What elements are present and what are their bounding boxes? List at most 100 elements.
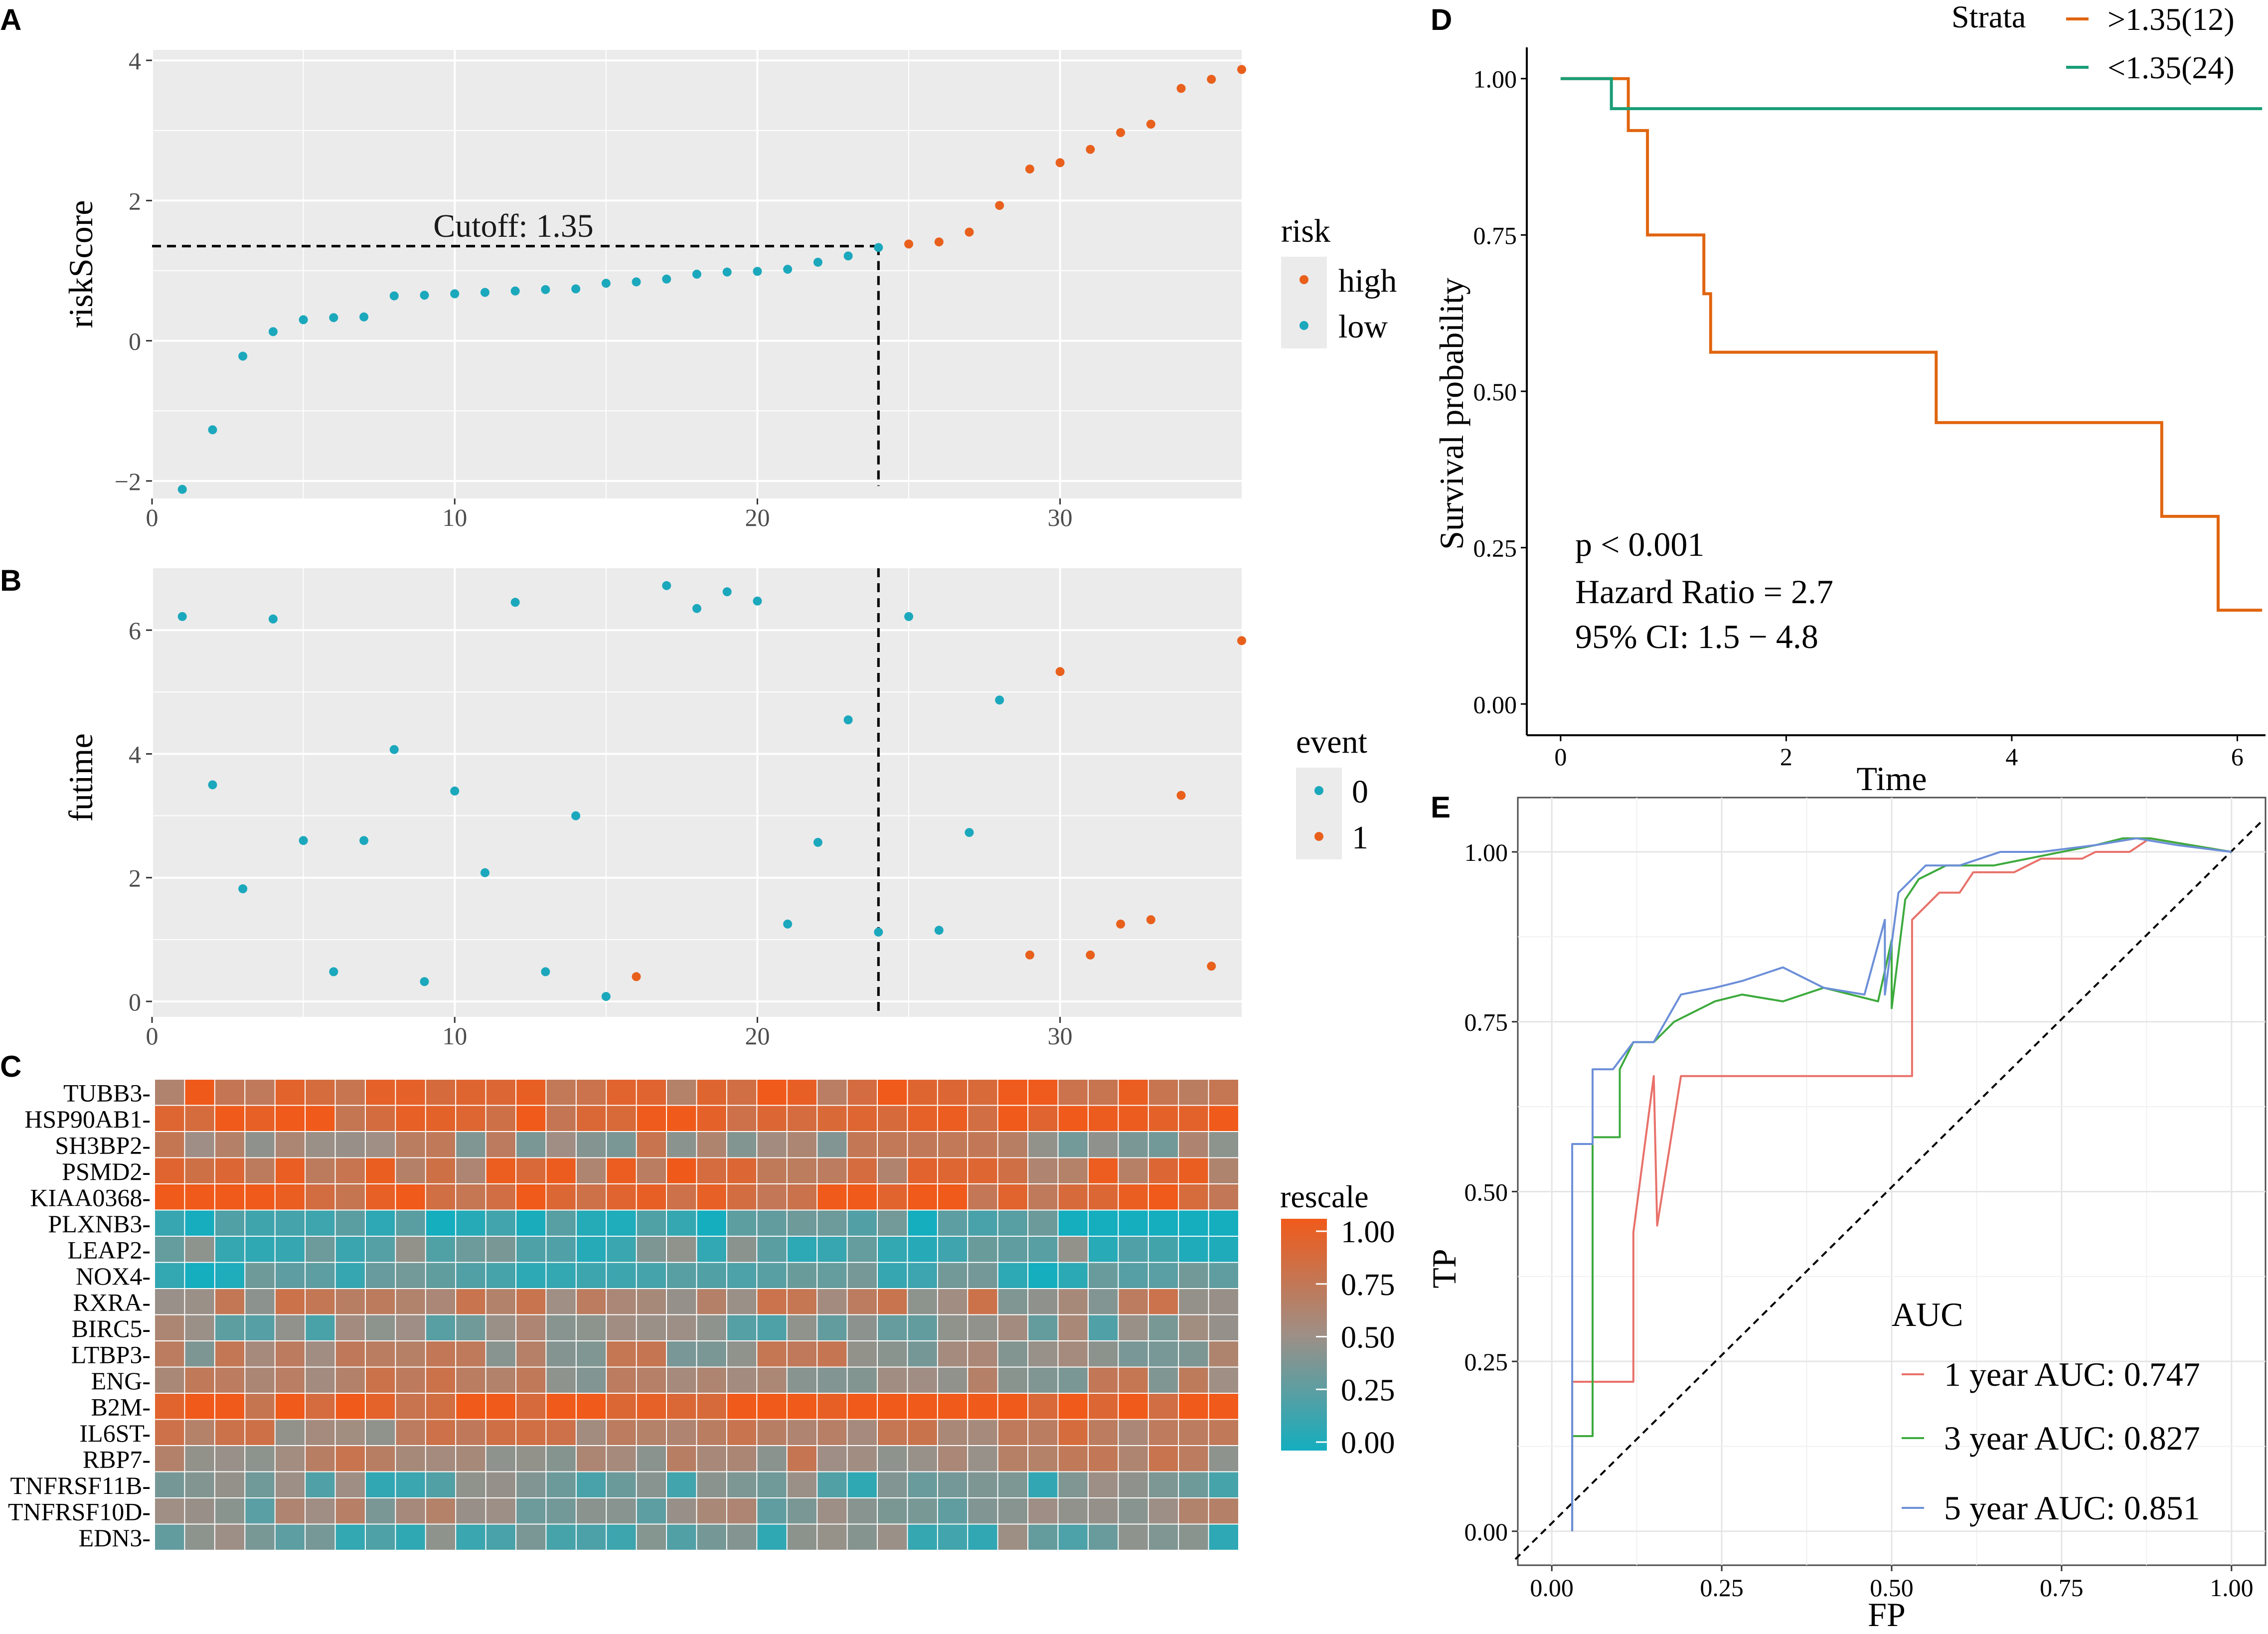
heatmap-cell: [757, 1498, 787, 1524]
heatmap-cell: [847, 1184, 877, 1210]
heatmap-cell: [516, 1420, 546, 1445]
heatmap-cell: [968, 1498, 997, 1524]
heatmap-cell: [576, 1341, 606, 1367]
event-legend-label-1: 1: [1352, 819, 1368, 856]
b-point-30: [1055, 667, 1065, 676]
heatmap-cell: [516, 1263, 546, 1288]
heatmap-cell: [757, 1132, 787, 1157]
heatmap-cell: [396, 1315, 425, 1340]
heatmap-cell: [1148, 1446, 1178, 1471]
heatmap-cell: [546, 1210, 576, 1236]
heatmap-cell: [215, 1210, 245, 1236]
a-point-29: [1025, 164, 1034, 174]
heatmap-cell: [396, 1106, 425, 1131]
heatmap-cell: [667, 1289, 696, 1314]
heatmap-cell: [817, 1341, 847, 1367]
heatmap-cell: [576, 1472, 606, 1497]
heatmap-cell: [727, 1472, 757, 1497]
heatmap-cell: [787, 1524, 817, 1550]
heatmap-cell: [1148, 1132, 1178, 1157]
heatmap-cell: [306, 1394, 335, 1419]
heatmap-cell: [1179, 1237, 1208, 1262]
roc-diagonal-reference: [1514, 819, 2264, 1560]
a-point-27: [965, 227, 974, 237]
heatmap-cell: [275, 1446, 305, 1471]
event-legend-key-1: [1314, 832, 1323, 841]
heatmap-cell: [1058, 1237, 1088, 1262]
heatmap-cell: [908, 1184, 937, 1210]
heatmap-cell: [697, 1367, 726, 1393]
heatmap-cell: [787, 1158, 817, 1183]
heatmap-cell: [365, 1237, 395, 1262]
heatmap-cell: [396, 1498, 425, 1524]
heatmap-cell: [908, 1446, 937, 1471]
b-point-11: [480, 868, 489, 877]
heatmap-cell: [306, 1263, 335, 1288]
heatmap-cell: [426, 1315, 456, 1340]
heatmap-cell: [486, 1237, 515, 1262]
heatmap-cell: [306, 1132, 335, 1157]
heatmap-cell: [727, 1289, 757, 1314]
heatmap-cell: [396, 1446, 425, 1471]
heatmap-cell: [938, 1184, 968, 1210]
heatmap-cell: [637, 1106, 666, 1131]
heatmap-cell: [817, 1158, 847, 1183]
heatmap-cell: [516, 1446, 546, 1471]
b-point-34: [1176, 791, 1186, 800]
heatmap-cell: [576, 1210, 606, 1236]
b-point-26: [934, 926, 944, 935]
heatmap-cell: [1148, 1394, 1178, 1419]
colorbar-tick-label: 0.75: [1341, 1268, 1395, 1302]
heatmap-cell: [757, 1210, 787, 1236]
heatmap-cell: [1179, 1158, 1208, 1183]
heatmap-cell: [938, 1237, 968, 1262]
panel-e-y-tick-label: 0.75: [1464, 1008, 1508, 1036]
heatmap-cell: [486, 1420, 515, 1445]
b-x-tick-label: 0: [146, 1022, 159, 1050]
panel-e-label: E: [1431, 791, 1451, 824]
gene-label: SH3BP2-: [55, 1131, 151, 1159]
heatmap-cell: [637, 1498, 666, 1524]
heatmap-cell: [908, 1367, 937, 1393]
heatmap-cell: [787, 1315, 817, 1340]
heatmap-cell: [607, 1498, 636, 1524]
heatmap-cell: [576, 1315, 606, 1340]
heatmap-cell: [757, 1184, 787, 1210]
heatmap-cell: [968, 1080, 997, 1105]
heatmap-cell: [245, 1315, 275, 1340]
heatmap-cell: [155, 1472, 184, 1497]
heatmap-cell: [1028, 1367, 1058, 1393]
gene-label: TNFRSF11B-: [10, 1471, 151, 1499]
panel-d-x-tick-label: 0: [1554, 743, 1567, 771]
heatmap-cell: [396, 1263, 425, 1288]
heatmap-cell: [757, 1472, 787, 1497]
heatmap-cell: [456, 1341, 486, 1367]
heatmap-cell: [306, 1315, 335, 1340]
heatmap-cell: [1058, 1289, 1088, 1314]
heatmap-cell: [607, 1341, 636, 1367]
heatmap-cell: [185, 1472, 214, 1497]
km-curve-high-risk: [1560, 77, 2263, 612]
heatmap-cell: [1028, 1106, 1058, 1131]
heatmap-cell: [1058, 1106, 1088, 1131]
roc-curve-5-year: [1571, 837, 2232, 1531]
b-point-8: [389, 745, 399, 754]
heatmap-cell: [968, 1472, 997, 1497]
heatmap-cell: [516, 1237, 546, 1262]
heatmap-cell: [1148, 1420, 1178, 1445]
heatmap-cell: [185, 1080, 214, 1105]
rescale-legend-title: rescale: [1280, 1179, 1369, 1214]
heatmap-cell: [1028, 1315, 1058, 1340]
heatmap-cell: [185, 1420, 214, 1445]
heatmap-cell: [546, 1132, 576, 1157]
b-point-24: [874, 927, 883, 937]
heatmap-cell: [426, 1420, 456, 1445]
heatmap-cell: [908, 1080, 937, 1105]
heatmap-cell: [1088, 1524, 1118, 1550]
heatmap-cell: [847, 1263, 877, 1288]
heatmap-cell: [938, 1132, 968, 1157]
heatmap-cell: [576, 1420, 606, 1445]
gene-label: LEAP2-: [67, 1236, 151, 1264]
b-point-4: [268, 614, 278, 624]
heatmap-cell: [817, 1446, 847, 1471]
